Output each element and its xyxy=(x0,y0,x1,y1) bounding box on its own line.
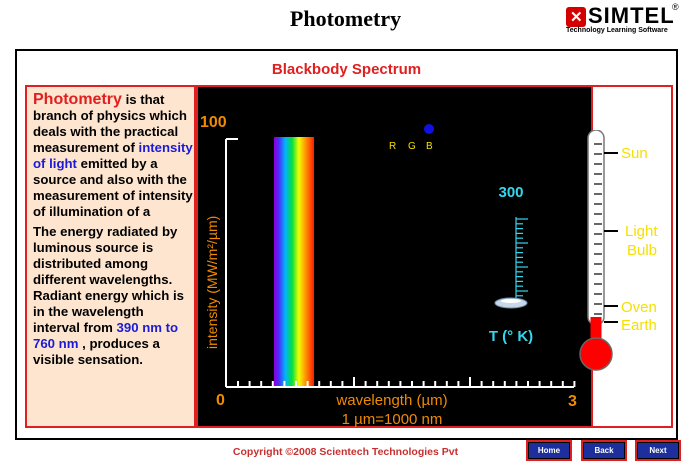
spectrum-svg: 100 0 3 intensity (MW/m²/µm) wavelength … xyxy=(200,114,577,428)
temperature-value: 300 xyxy=(498,184,523,201)
simtel-logo-icon: ✕ xyxy=(566,7,586,27)
rgb-indicator-dot xyxy=(424,124,434,134)
rgb-label-r: R xyxy=(389,141,396,152)
thermometer-tube xyxy=(587,130,605,326)
thermometer-label-oven: Oven xyxy=(621,299,657,316)
thermometer-label-light: Light xyxy=(625,223,658,240)
visible-spectrum-band xyxy=(274,137,314,387)
x-min-label: 0 xyxy=(216,392,225,409)
thermometer-bulb xyxy=(579,337,613,371)
x-axis-label: wavelength (µm) xyxy=(335,392,447,409)
y-axis-label: intensity (MW/m²/µm) xyxy=(204,216,220,349)
rgb-label-b: B xyxy=(426,141,433,152)
home-button[interactable]: Home xyxy=(526,440,572,461)
x-axis xyxy=(226,377,576,388)
thermometer: Sun Light Bulb Oven Earth xyxy=(579,130,658,371)
temperature-label: T (° K) xyxy=(489,328,533,345)
thermometer-mercury xyxy=(590,317,602,354)
copyright-text: Copyright ©2008 Scientech Technologies P… xyxy=(232,446,459,458)
x-max-label: 3 xyxy=(568,393,577,410)
logo-registered-mark: ® xyxy=(672,2,679,12)
logo-brand: SIMTEL xyxy=(588,3,675,28)
next-button[interactable]: Next xyxy=(635,440,681,461)
y-max-label: 100 xyxy=(200,114,227,131)
description-p1-highlight: intensity of light xyxy=(33,140,193,171)
thermometer-ticks xyxy=(594,143,602,315)
logo-tagline: Technology Learning Software xyxy=(566,27,668,34)
description-p1-tail: emitted by a source and also with the me… xyxy=(33,156,193,219)
thermometer-panel xyxy=(593,85,673,428)
description-p2-highlight: 390 nm to 760 nm xyxy=(33,320,179,351)
description-paragraph-2: The energy radiated by luminous source i… xyxy=(33,224,193,368)
description-panel: Photometry is that branch of physics whi… xyxy=(25,85,196,428)
temperature-slider-thumb[interactable] xyxy=(494,297,528,309)
thermometer-label-earth: Earth xyxy=(621,317,657,334)
thermometer-label-sun: Sun xyxy=(621,145,648,162)
rgb-label-g: G xyxy=(408,141,416,152)
description-term: Photometry xyxy=(33,91,122,108)
temperature-slider-scale[interactable] xyxy=(515,217,528,303)
thermometer-label-bulb: Bulb xyxy=(627,242,657,259)
panel-title: Blackbody Spectrum xyxy=(271,61,422,78)
x-unit-note: 1 µm=1000 nm xyxy=(342,411,443,428)
y-axis xyxy=(225,138,238,387)
spectrum-simulation: 100 0 3 intensity (MW/m²/µm) wavelength … xyxy=(196,85,593,428)
page-title: Photometry xyxy=(289,6,402,31)
description-p1-text: is that branch of physics which deals wi… xyxy=(33,92,187,155)
back-button[interactable]: Back xyxy=(581,440,627,461)
simtel-logo: ✕ SIMTEL ® Technology Learning Software xyxy=(566,2,684,36)
description-p2-end: , produces a visible sensation. xyxy=(33,336,160,367)
description-p2-text: The energy radiated by luminous source i… xyxy=(33,224,184,335)
description-paragraph-1: Photometry is that branch of physics whi… xyxy=(33,92,193,220)
